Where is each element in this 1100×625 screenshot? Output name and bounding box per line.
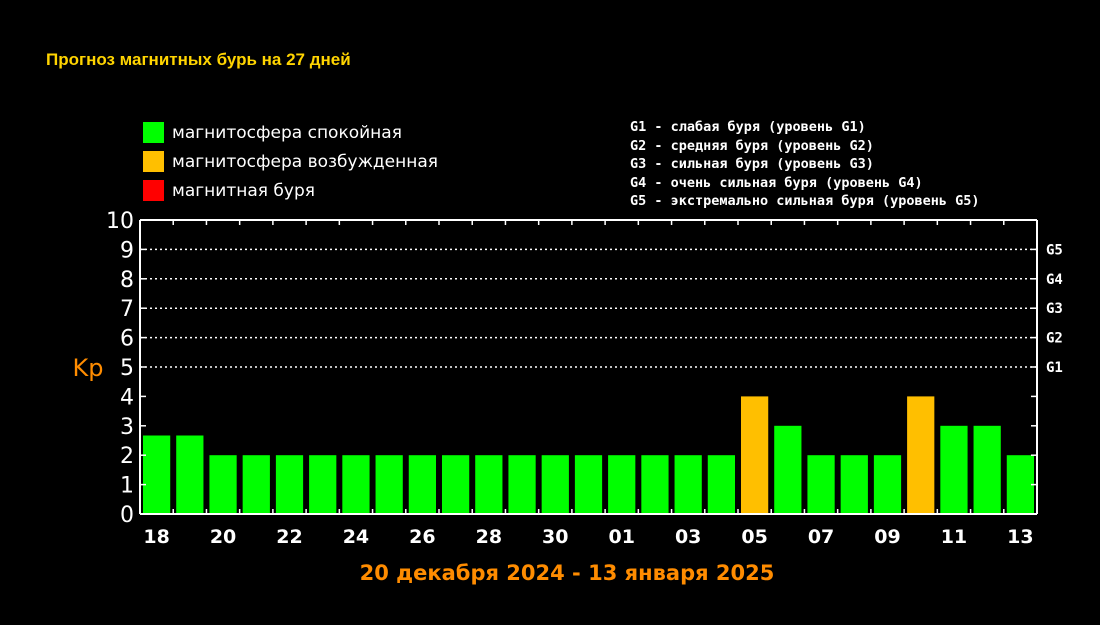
y-tick-label: 1 [120, 474, 134, 499]
bar [475, 455, 503, 514]
g-legend-item: G2 - средняя буря (уровень G2) [630, 137, 874, 154]
legend-item-storm: магнитная буря [143, 176, 438, 205]
legend-swatch-green [143, 122, 164, 143]
legend-label: магнитосфера возбужденная [172, 151, 438, 172]
bar [209, 455, 237, 514]
x-tick-label: 24 [343, 526, 369, 548]
bar [641, 455, 669, 514]
x-tick-label: 05 [741, 526, 767, 548]
g-legend-item: G5 - экстремально сильная буря (уровень … [630, 193, 980, 209]
bar [508, 455, 536, 514]
g-level-label: G3 [1046, 301, 1063, 317]
y-tick-label: 0 [120, 503, 134, 528]
x-tick-label: 07 [808, 526, 834, 548]
g-legend-item: G4 - очень сильная буря (уровень G4) [630, 174, 923, 191]
bar [907, 396, 935, 514]
bar [574, 455, 603, 514]
x-tick-label: 13 [1007, 526, 1033, 548]
bar [242, 455, 270, 514]
g-level-label: G2 [1046, 331, 1063, 347]
legend-label: магнитная буря [172, 180, 315, 201]
g-level-legend: G1 - слабая буря (уровень G1) G2 - средн… [630, 118, 980, 211]
bar [973, 425, 1001, 514]
x-tick-label: 03 [675, 526, 701, 548]
bar [309, 455, 337, 514]
g-level-label: G1 [1046, 360, 1063, 376]
x-tick-label: 01 [608, 526, 634, 548]
bar [707, 455, 736, 514]
bar [541, 455, 569, 514]
y-tick-label: 7 [120, 297, 134, 322]
color-legend: магнитосфера спокойная магнитосфера возб… [143, 118, 438, 205]
g-legend-item: G3 - сильная буря (уровень G3) [630, 156, 874, 172]
bar [275, 455, 304, 514]
x-tick-label: 18 [143, 526, 169, 548]
bar [342, 455, 370, 514]
bar [674, 455, 702, 514]
y-tick-label: 3 [120, 415, 134, 440]
bar [608, 455, 636, 514]
x-axis-label: 20 декабря 2024 - 13 января 2025 [360, 561, 775, 585]
x-tick-label: 26 [409, 526, 435, 548]
x-tick-label: 28 [476, 526, 502, 548]
x-tick-label: 11 [941, 526, 967, 548]
bar [375, 455, 403, 514]
legend-item-excited: магнитосфера возбужденная [143, 147, 438, 176]
x-tick-label: 09 [874, 526, 900, 548]
bar [176, 435, 204, 514]
bar [142, 435, 171, 514]
y-tick-label: 4 [120, 385, 134, 410]
y-axis-label: Kp [73, 354, 104, 382]
x-tick-label: 20 [210, 526, 236, 548]
bar [408, 455, 437, 514]
x-tick-label: 22 [276, 526, 302, 548]
y-tick-label: 2 [120, 444, 134, 469]
y-tick-label: 6 [120, 327, 134, 352]
y-tick-label: 10 [106, 209, 134, 234]
y-tick-label: 8 [120, 268, 134, 293]
bar [1006, 455, 1035, 514]
x-tick-label: 30 [542, 526, 568, 548]
bar [807, 455, 835, 514]
bar [840, 455, 868, 514]
bar [740, 396, 769, 514]
y-tick-label: 5 [120, 356, 134, 381]
y-tick-label: 9 [120, 238, 134, 263]
page-title: Прогноз магнитных бурь на 27 дней [46, 50, 351, 69]
g-level-label: G5 [1046, 242, 1063, 258]
g-level-label: G4 [1046, 272, 1063, 288]
legend-swatch-orange [143, 151, 164, 172]
legend-item-quiet: магнитосфера спокойная [143, 118, 438, 147]
bar [441, 455, 470, 514]
bar [873, 455, 902, 514]
bar [774, 425, 802, 514]
g-legend-item: G1 - слабая буря (уровень G1) [630, 119, 866, 135]
legend-swatch-red [143, 180, 164, 201]
legend-label: магнитосфера спокойная [172, 122, 402, 143]
bar [940, 425, 968, 514]
